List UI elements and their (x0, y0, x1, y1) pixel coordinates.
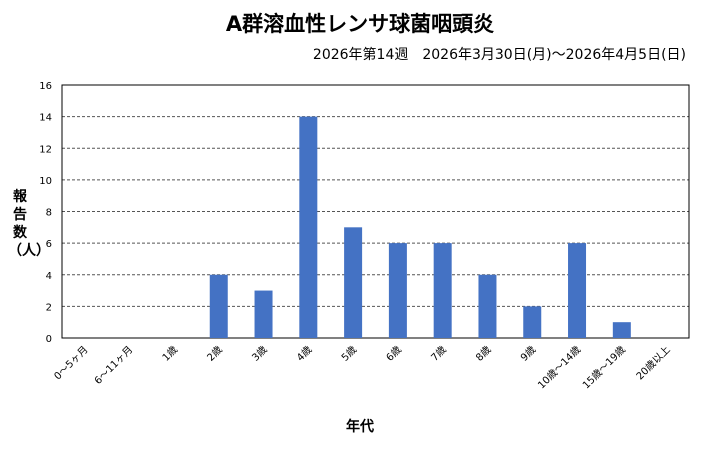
x-tick-label: 5歳 (339, 344, 359, 364)
x-tick-label: 20歳以上 (634, 344, 673, 383)
chart-title: A群溶血性レンサ球菌咽頭炎 (225, 12, 495, 36)
plot-area-frame (61, 84, 690, 339)
y-tick-label: 0 (46, 334, 52, 345)
bar (433, 243, 452, 338)
bar (299, 116, 318, 338)
y-tick-label: 14 (39, 113, 52, 124)
y-tick-label: 2 (46, 302, 52, 313)
bar (254, 290, 273, 338)
chart-subtitle: 2026年第14週 2026年3月30日(月)～2026年4月5日(日) (312, 47, 686, 63)
x-tick-label: 1歳 (160, 344, 180, 364)
x-tick-label: 4歳 (294, 344, 314, 364)
bar (388, 243, 407, 338)
x-tick-label: 0～5ヶ月 (52, 344, 91, 383)
bar (568, 243, 587, 338)
x-tick-label: 9歳 (518, 344, 538, 364)
bar (478, 274, 497, 338)
x-tick-label: 7歳 (429, 344, 449, 364)
y-tick-label: 12 (39, 144, 52, 155)
y-tick-label: 10 (39, 176, 52, 187)
x-tick-label: 6～11ヶ月 (92, 344, 135, 387)
x-tick-label: 6歳 (384, 344, 404, 364)
y-tick-label: 16 (39, 81, 52, 92)
x-tick-label: 2歳 (205, 344, 225, 364)
y-tick-label: 4 (46, 271, 52, 282)
x-tick-label: 3歳 (250, 344, 270, 364)
y-tick-label: 6 (46, 239, 52, 250)
y-tick-label: 8 (46, 208, 52, 219)
y-axis-label: 報告数（人） (8, 189, 50, 259)
bar (523, 306, 542, 338)
bar (209, 274, 228, 338)
bar (344, 227, 363, 338)
x-tick-label: 10歳～14歳 (535, 344, 583, 392)
bar (612, 322, 631, 338)
x-axis-label: 年代 (346, 419, 374, 435)
x-tick-label: 15歳～19歳 (580, 344, 628, 392)
x-tick-label: 8歳 (474, 344, 494, 364)
